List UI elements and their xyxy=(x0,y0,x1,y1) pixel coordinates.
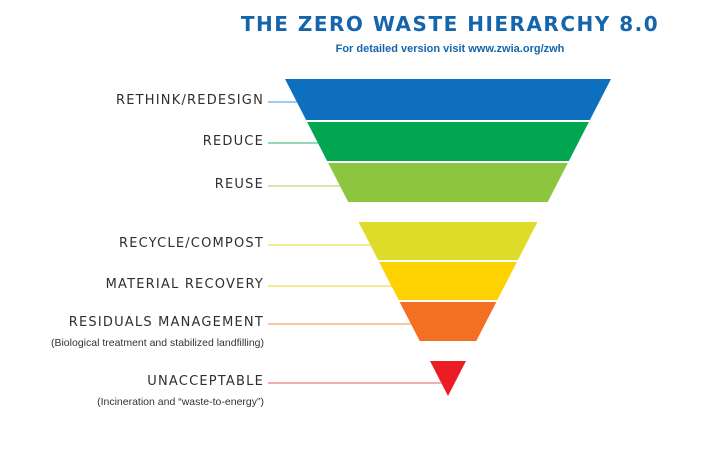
page-subtitle: For detailed version visit www.zwia.org/… xyxy=(335,43,565,55)
level-label-1: RETHINK/REDESIGN xyxy=(116,93,264,108)
level-label-2: REDUCE xyxy=(202,134,264,149)
level-note-7: (Incineration and “waste-to-energy”) xyxy=(97,396,264,408)
level-label-4: RECYCLE/COMPOST xyxy=(118,236,264,251)
pyramid-band-5 xyxy=(379,262,517,300)
level-label-5: MATERIAL RECOVERY xyxy=(105,277,264,292)
level-label-7: UNACCEPTABLE xyxy=(147,374,264,389)
pyramid-band-4 xyxy=(358,222,538,260)
page-title: THE ZERO WASTE HIERARCHY 8.0 xyxy=(240,12,660,36)
pyramid-band-7 xyxy=(430,361,466,396)
pyramid-band-6 xyxy=(399,302,497,341)
pyramid-band-1 xyxy=(285,79,611,120)
pyramid-band-3 xyxy=(328,163,568,202)
level-note-6: (Biological treatment and stabilized lan… xyxy=(50,337,264,349)
level-label-3: REUSE xyxy=(214,177,264,192)
level-label-6: RESIDUALS MANAGEMENT xyxy=(68,315,264,330)
pyramid-band-2 xyxy=(307,122,589,161)
